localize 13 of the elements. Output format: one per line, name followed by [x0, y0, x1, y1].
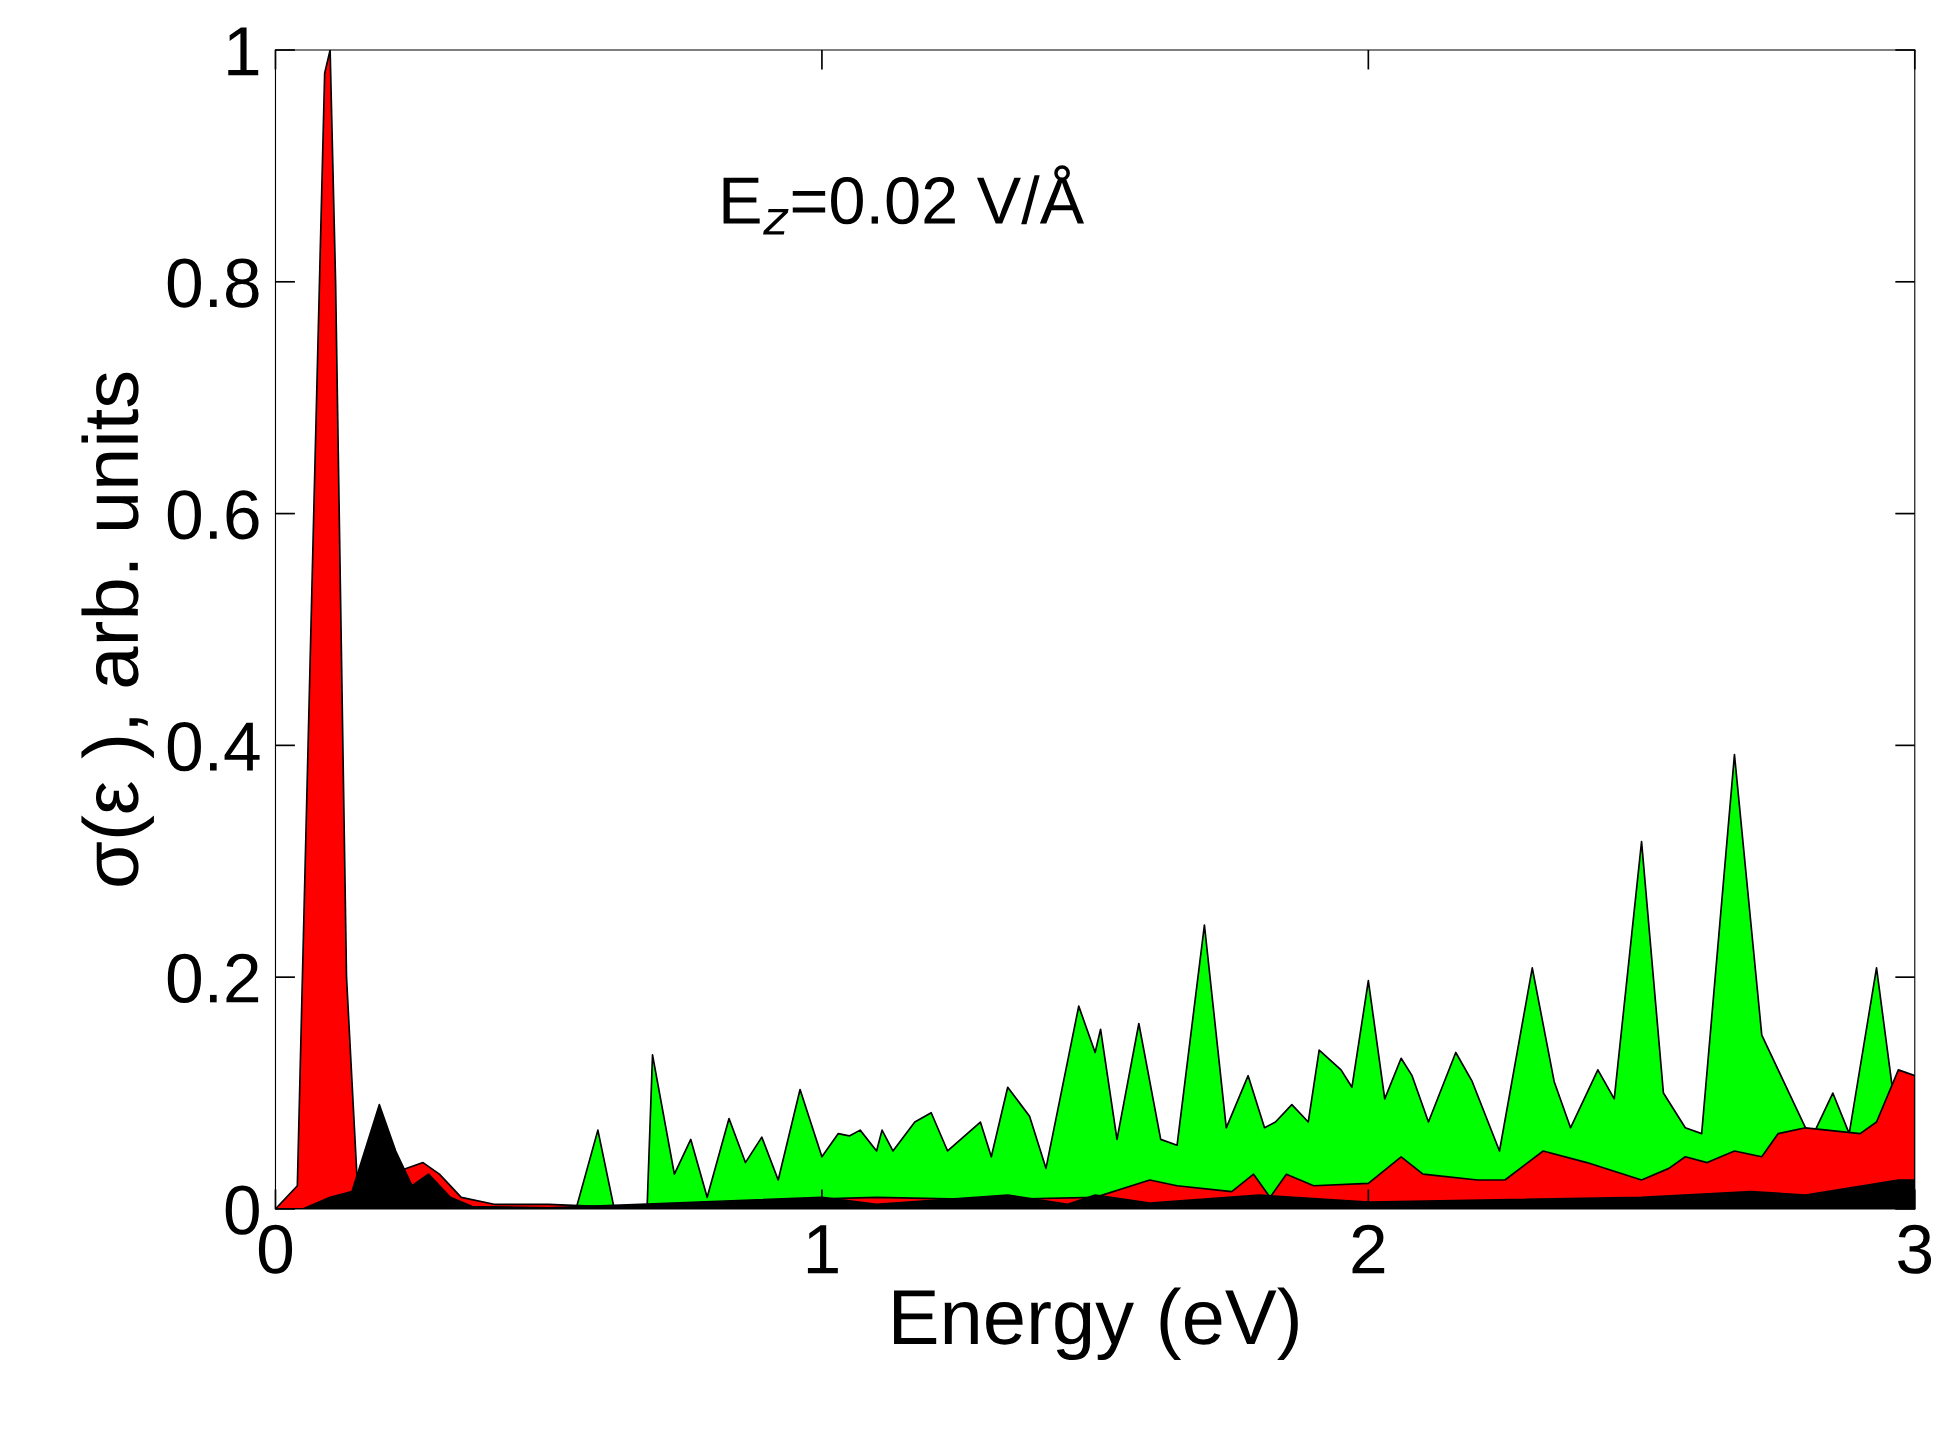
annotation: E$_{z}$=0.02 V/Å [723, 165, 1085, 235]
y-tick-label: 0 [225, 1185, 259, 1235]
x-axis-title: Energy (eV) [894, 1287, 1298, 1361]
y-tick-label: 0.2 [167, 953, 259, 1003]
y-tick-label: 0.8 [167, 258, 259, 308]
y-tick-label: 1 [228, 27, 259, 76]
x-tick-label: 3 [1898, 1224, 1932, 1274]
x-tick-label: 0 [258, 1224, 293, 1274]
y-tick-label: 0.6 [167, 490, 259, 540]
x-tick-label: 1 [807, 1225, 838, 1274]
y-axis-title: σ(ε ), arb. units [81, 372, 154, 886]
y-tick-label: 0.4 [167, 722, 260, 772]
x-tick-label: 2 [1352, 1224, 1385, 1274]
